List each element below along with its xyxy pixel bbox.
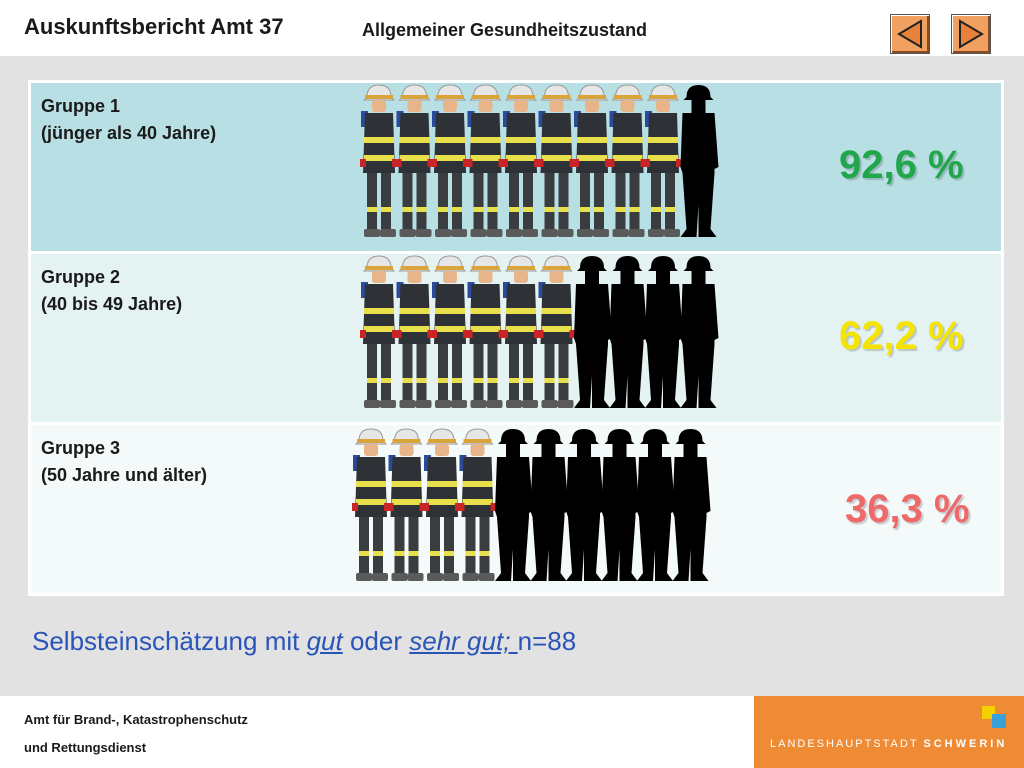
group-age-range: (jünger als 40 Jahre)	[41, 123, 217, 143]
firefighter-figure-good	[458, 428, 497, 581]
org-name-line2: und Rettungsdienst	[24, 740, 147, 755]
firefighter-figure-good	[395, 255, 434, 408]
group-name: Gruppe 2	[41, 267, 121, 287]
group-row-3: Gruppe 3 (50 Jahre und älter) 36,3 %	[31, 425, 1001, 593]
page-title: Auskunftsbericht Amt 37	[24, 14, 284, 39]
figure-strip	[352, 428, 711, 581]
group-age-range: (50 Jahre und älter)	[41, 465, 208, 485]
firefighter-figure-good	[431, 255, 469, 408]
percentage-label: 62,2 %	[839, 314, 964, 358]
pictograph-chart: Gruppe 1 (jünger als 40 Jahre) 92,6 % Gr…	[28, 80, 1004, 596]
note-sample-size: n=88	[517, 626, 577, 656]
firefighter-figure-good	[423, 428, 461, 581]
org-name-line1: Amt für Brand-, Katastrophenschutz	[24, 712, 248, 727]
percentage-label: 36,3 %	[845, 487, 970, 531]
firefighter-figure-good	[502, 84, 540, 237]
group-label: Gruppe 1 (jünger als 40 Jahre)	[41, 93, 216, 147]
firefighter-silhouette	[530, 429, 569, 581]
firefighter-silhouette	[645, 256, 683, 408]
group-label: Gruppe 3 (50 Jahre und älter)	[41, 435, 207, 489]
firefighter-figure-good	[360, 84, 398, 237]
city-brand-banner: LANDESHAUPTSTADT SCHWERIN	[754, 696, 1024, 768]
firefighter-figure-good	[431, 84, 469, 237]
firefighter-silhouette	[609, 256, 648, 408]
triangle-left-icon	[897, 19, 922, 49]
brand-prefix: LANDESHAUPTSTADT	[770, 738, 924, 750]
brand-text: LANDESHAUPTSTADT SCHWERIN	[770, 738, 1007, 750]
note-word-gut: gut	[306, 626, 343, 656]
firefighter-figure-good	[352, 428, 390, 581]
firefighter-silhouette	[495, 429, 533, 581]
page-subtitle: Allgemeiner Gesundheitszustand	[362, 20, 648, 40]
firefighter-silhouette	[680, 85, 719, 237]
firefighter-figure-good	[395, 84, 434, 237]
firefighter-figure-good	[466, 84, 505, 237]
firefighter-figure-good	[466, 255, 505, 408]
brand-city-name: SCHWERIN	[923, 738, 1008, 750]
firefighter-silhouette	[601, 429, 640, 581]
firefighter-figure-good	[608, 84, 647, 237]
sample-note: Selbsteinschätzung mit gut oder sehr gut…	[32, 626, 576, 657]
group-label: Gruppe 2 (40 bis 49 Jahre)	[41, 264, 182, 318]
firefighter-silhouette	[574, 256, 612, 408]
content-area: Gruppe 1 (jünger als 40 Jahre) 92,6 % Gr…	[0, 56, 1024, 696]
group-age-range: (40 bis 49 Jahre)	[41, 294, 183, 314]
firefighter-figure-good	[502, 255, 540, 408]
firefighter-figure-good	[644, 84, 682, 237]
city-logo-icon	[982, 706, 1006, 728]
firefighter-figure-good	[387, 428, 426, 581]
firefighter-figure-good	[537, 255, 576, 408]
firefighter-silhouette	[680, 256, 719, 408]
group-name: Gruppe 3	[41, 438, 121, 458]
header-bar: Auskunftsbericht Amt 37 Allgemeiner Gesu…	[0, 0, 1024, 56]
firefighter-figure-good	[360, 255, 398, 408]
next-slide-button[interactable]	[951, 14, 991, 54]
group-row-1: Gruppe 1 (jünger als 40 Jahre) 92,6 %	[31, 83, 1001, 251]
group-name: Gruppe 1	[41, 96, 121, 116]
triangle-right-icon	[959, 19, 984, 49]
firefighter-figure-good	[573, 84, 611, 237]
previous-slide-button[interactable]	[890, 14, 930, 54]
percentage-label: 92,6 %	[839, 143, 964, 187]
footer: Amt für Brand-, Katastrophenschutz und R…	[0, 696, 1024, 768]
firefighter-silhouette	[566, 429, 604, 581]
firefighter-silhouette	[637, 429, 675, 581]
group-row-2: Gruppe 2 (40 bis 49 Jahre) 62,2 %	[31, 254, 1001, 422]
note-middle: oder	[342, 626, 410, 656]
figure-strip	[360, 84, 719, 237]
firefighter-silhouette	[672, 429, 711, 581]
figure-strip	[360, 255, 719, 408]
note-word-sehr-gut: sehr gut;	[409, 626, 518, 656]
firefighter-figure-good	[537, 84, 576, 237]
note-prefix: Selbsteinschätzung mit	[32, 626, 307, 656]
